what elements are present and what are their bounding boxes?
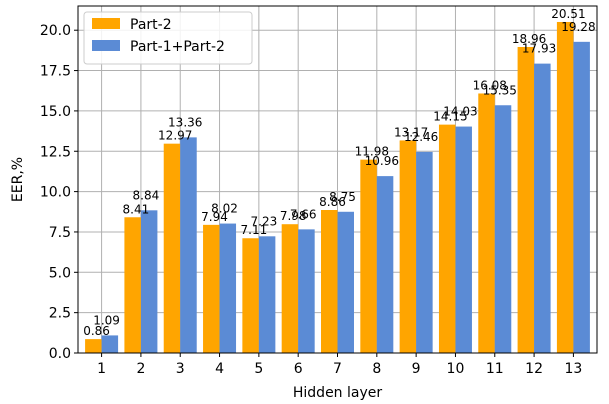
bar-part-1-part-2: [376, 176, 394, 353]
data-label: 8.41: [123, 202, 150, 216]
bar-part-1-part-2: [494, 105, 512, 353]
bar-part-2: [242, 238, 259, 353]
data-label: 8.75: [329, 190, 356, 204]
x-tick-label: 2: [136, 361, 145, 377]
bar-part-1-part-2: [258, 236, 276, 353]
x-tick-label: 5: [254, 361, 263, 377]
data-label: 7.11: [241, 223, 268, 237]
x-tick-label: 4: [215, 361, 224, 377]
data-label: 8.84: [133, 188, 160, 202]
legend-label-part-1-part-2: Part-1+Part-2: [130, 39, 225, 55]
bar-part-2: [281, 224, 299, 353]
legend-label-part-2: Part-2: [130, 17, 172, 33]
data-label: 7.66: [290, 207, 317, 221]
data-labels: 0.868.4112.977.947.117.988.8611.9813.171…: [83, 7, 595, 338]
bar-part-1-part-2: [337, 211, 354, 353]
data-label: 20.51: [551, 7, 585, 21]
legend-swatch-part-1-part-2: [92, 40, 120, 51]
bar-part-2: [163, 143, 181, 353]
x-tick-label: 12: [525, 361, 543, 377]
y-tick-label: 17.5: [40, 64, 71, 80]
data-label: 14.15: [433, 110, 467, 124]
bar-part-1-part-2: [219, 223, 237, 353]
x-tick-label: 11: [486, 361, 504, 377]
bar-part-2: [556, 21, 574, 353]
data-label: 0.86: [83, 324, 110, 338]
data-label: 8.02: [211, 202, 238, 216]
data-label: 7.23: [251, 214, 278, 228]
x-tick-label: 1: [97, 361, 106, 377]
bar-part-2: [478, 93, 495, 353]
y-tick-label: 2.5: [49, 306, 71, 322]
y-tick-label: 0.0: [49, 346, 71, 362]
bar-part-2: [85, 339, 102, 353]
bar-part-1-part-2: [298, 229, 315, 353]
x-tick-label: 7: [333, 361, 342, 377]
data-label: 15.35: [483, 83, 517, 97]
bar-part-1-part-2: [101, 335, 119, 353]
axes: [74, 5, 598, 357]
data-label: 7.98: [280, 209, 307, 223]
bars: [85, 21, 590, 354]
y-tick-label: 10.0: [40, 185, 71, 201]
y-tick-label: 20.0: [40, 23, 71, 39]
x-tick-label: 8: [372, 361, 381, 377]
legend-box: [83, 11, 253, 65]
data-label: 10.96: [365, 154, 399, 168]
bar-part-1-part-2: [180, 137, 197, 353]
x-tick-label: 3: [176, 361, 185, 377]
bar-part-2: [360, 159, 377, 353]
data-label: 19.28: [561, 20, 595, 34]
data-label: 16.08: [473, 78, 507, 92]
bar-part-2: [203, 224, 220, 353]
data-label: 12.97: [158, 129, 192, 143]
x-tick-label: 9: [412, 361, 421, 377]
data-label: 8.86: [319, 195, 346, 209]
data-label: 7.94: [201, 210, 228, 224]
data-label: 11.98: [355, 145, 389, 159]
x-tick-labels: 1 2 3 4 5 6 7 8 9 10 11 12 13: [97, 361, 582, 377]
bar-part-1-part-2: [573, 41, 590, 353]
bar-part-2: [321, 210, 338, 353]
bar-part-1-part-2: [455, 126, 472, 354]
data-label: 1.09: [93, 313, 120, 327]
bar-part-2: [399, 140, 417, 353]
y-tick-label: 15.0: [40, 104, 71, 120]
x-tick-label: 10: [447, 361, 465, 377]
bar-part-2: [517, 46, 535, 354]
data-label: 12.46: [404, 130, 438, 144]
y-axis-label: EER,%: [10, 157, 26, 202]
y-tick-label: 7.5: [49, 225, 71, 241]
bar-part-1-part-2: [140, 210, 158, 353]
plot-frame: [77, 5, 598, 354]
bar-part-1-part-2: [534, 63, 551, 354]
x-tick-label: 13: [564, 361, 582, 377]
data-label: 13.36: [168, 115, 202, 129]
legend-swatch-part-2: [92, 18, 120, 29]
legend: Part-2 Part-1+Part-2: [83, 11, 253, 65]
bar-part-1-part-2: [416, 151, 433, 353]
y-tick-labels: 0.0 2.5 5.0 7.5 10.0 12.5 15.0 17.5 20.0: [40, 23, 71, 362]
bar-part-2: [438, 124, 456, 353]
data-label: 14.03: [443, 105, 477, 119]
x-tick-label: 6: [294, 361, 303, 377]
bar-part-2: [124, 217, 141, 353]
y-tick-label: 12.5: [40, 144, 71, 160]
data-label: 13.17: [394, 125, 428, 139]
data-label: 18.96: [512, 32, 546, 46]
y-tick-label: 5.0: [49, 265, 71, 281]
data-label: 17.93: [522, 42, 556, 56]
x-axis-label: Hidden layer: [293, 385, 382, 401]
